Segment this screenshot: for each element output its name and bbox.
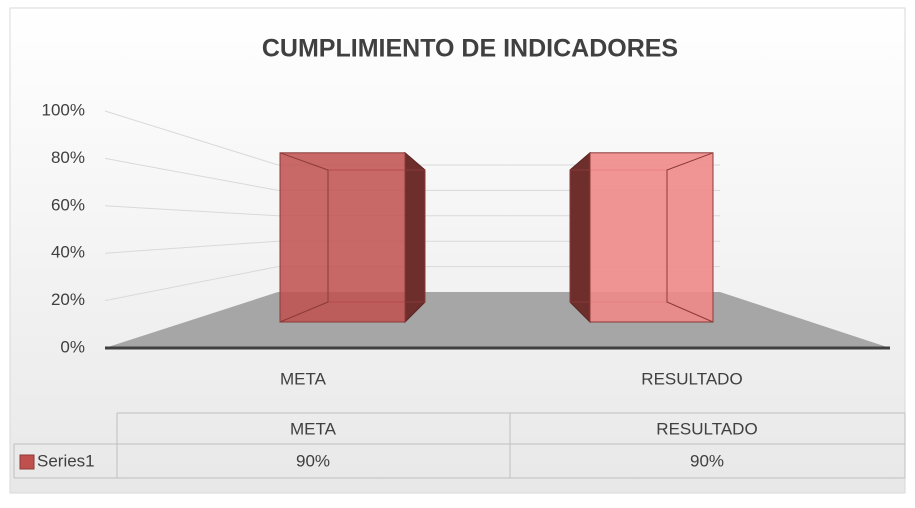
legend-swatch [19,454,35,470]
x-tick-label: META [280,369,327,388]
y-tick-label: 60% [51,195,85,214]
bar-side [404,151,426,324]
y-tick-label: 80% [51,148,85,167]
chart-title: CUMPLIMIENTO DE INDICADORES [262,35,678,63]
table-header: META [290,419,337,438]
y-tick-label: 100% [42,100,85,119]
bar-edges [279,152,329,323]
bar [589,152,714,323]
y-tick-label: 0% [60,337,85,356]
table-value: 90% [296,451,330,470]
grid-line [104,110,720,166]
y-tick-label: 40% [51,243,85,262]
y-tick-label: 20% [51,290,85,309]
chart-area [9,7,906,494]
bar [279,152,406,323]
bar-edges [666,152,714,323]
table-value: 90% [690,451,724,470]
x-tick-label: RESULTADO [641,369,742,388]
table-header: RESULTADO [656,419,757,438]
legend-label: Series1 [37,451,95,470]
bar-side [569,151,591,324]
